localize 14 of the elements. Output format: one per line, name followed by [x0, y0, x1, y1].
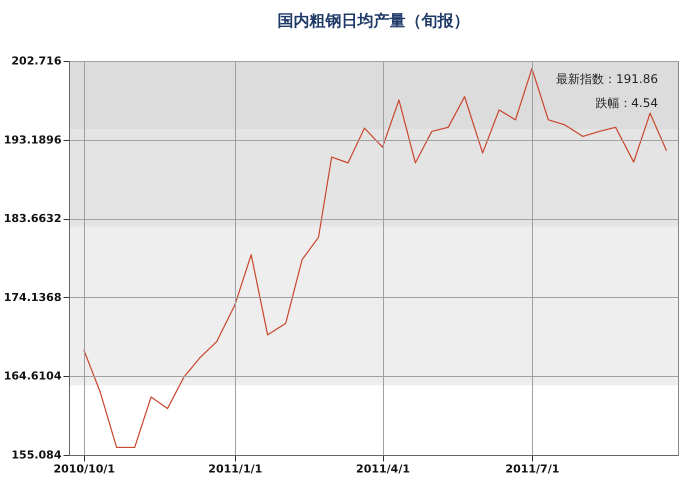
x-tick-label: 2011/4/1	[356, 462, 410, 476]
y-tick-label: 183.6632	[4, 212, 62, 226]
x-tick-label: 2011/1/1	[208, 462, 262, 476]
x-tick-label: 2011/7/1	[505, 462, 560, 476]
y-tick-label: 164.6104	[4, 370, 62, 383]
y-tick-label: 202.716	[11, 54, 62, 68]
chart-title: 国内粗钢日均产量（旬报）	[278, 11, 470, 30]
line-series	[83, 68, 668, 448]
x-tick-label: 2010/10/1	[53, 462, 116, 476]
y-tick-label: 193.1896	[4, 133, 62, 146]
annotation: 跌幅：4.54	[595, 96, 658, 110]
annotation: 最新指数：191.86	[556, 72, 658, 86]
y-tick-label: 155.084	[11, 448, 62, 462]
y-tick-label: 174.1368	[4, 290, 62, 304]
